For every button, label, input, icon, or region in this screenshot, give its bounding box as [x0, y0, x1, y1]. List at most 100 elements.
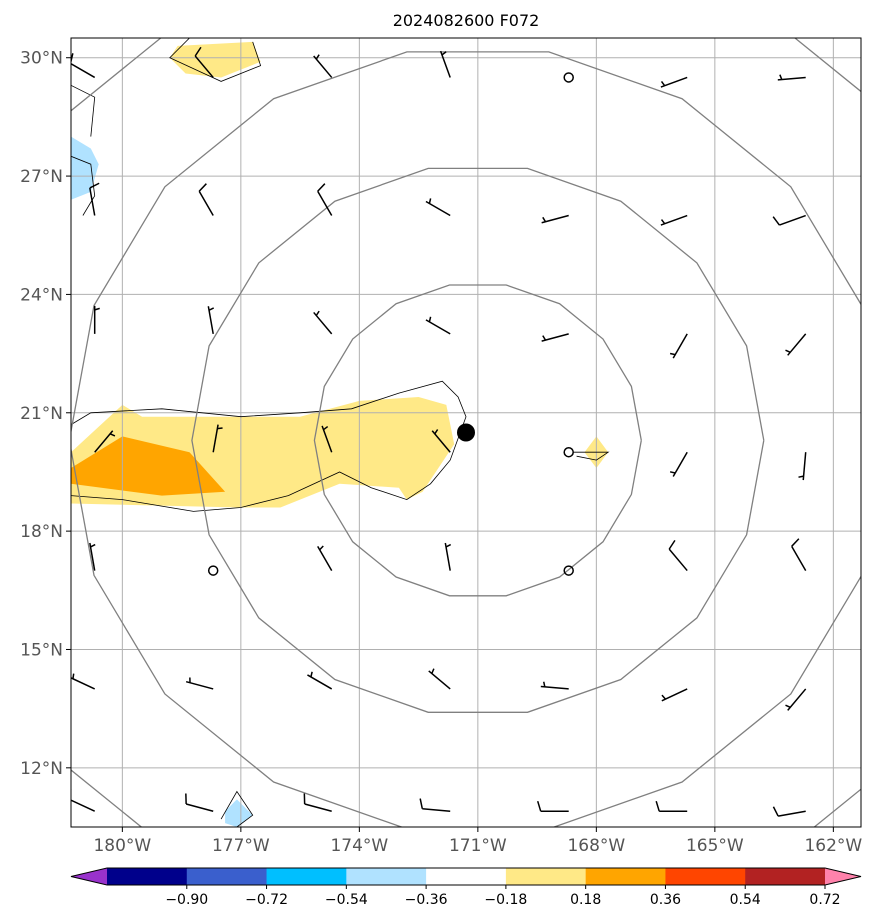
barb-staff: [94, 430, 114, 453]
barb-staff: [198, 190, 214, 216]
colorbar: −0.90 −0.72 −0.54 −0.36 −0.18 0.18 0.36 0.54 0.7…: [70, 867, 862, 908]
wind-barb: [185, 677, 214, 690]
barb-staff: [428, 670, 451, 690]
lat-tick-label: 30°N: [20, 49, 63, 69]
barb-staff: [89, 187, 96, 216]
colorbar-label: 0.54: [730, 892, 761, 908]
barb-half-feather: [669, 352, 676, 356]
barb-half-feather: [785, 704, 791, 708]
barb-staff: [425, 200, 451, 217]
barb-staff: [541, 333, 569, 342]
storm-center: [457, 423, 475, 442]
barb-staff: [672, 451, 688, 477]
barb-feather: [71, 53, 74, 64]
barb-half-feather: [779, 74, 783, 80]
wind-barb: [660, 76, 688, 88]
wind-barb: [198, 183, 214, 216]
wind-barb: [431, 429, 451, 453]
colorbar-segment: [745, 868, 826, 885]
contour-line: [71, 155, 96, 216]
barb-half-feather: [428, 316, 432, 323]
barb-staff: [321, 425, 333, 453]
barb-half-feather: [542, 681, 546, 687]
barb-feather: [198, 183, 207, 192]
wind-barb: [669, 451, 688, 477]
lon-tick-label: 168°W: [567, 836, 625, 856]
wind-barb: [207, 306, 215, 335]
colorbar-segment: [665, 868, 746, 885]
wind-barb: [669, 333, 688, 359]
wind-barb: [317, 183, 333, 216]
lat-tick-label: 27°N: [20, 167, 63, 187]
contour-line: [220, 790, 254, 827]
map-frame: [70, 37, 862, 828]
contour-line: [169, 38, 262, 82]
contour-line: [572, 451, 610, 461]
wind-barb: [94, 430, 116, 453]
barb-half-feather: [90, 543, 96, 548]
wind-barb: [313, 310, 333, 335]
wind-barb: [71, 789, 96, 812]
barb-staff: [71, 799, 96, 812]
barb-half-feather: [428, 198, 432, 204]
colorbar-label: 0.18: [570, 892, 601, 908]
wind-barb: [660, 214, 688, 226]
barb-staff: [787, 333, 807, 356]
barb-half-feather: [208, 307, 215, 311]
wind-barb: [536, 801, 569, 812]
lat-tick-label: 18°N: [20, 522, 63, 542]
shaded-region: [71, 136, 99, 200]
lon-tick-label: 180°W: [93, 836, 151, 856]
barb-staff: [425, 319, 451, 335]
barb-staff: [71, 677, 96, 690]
barb-half-feather: [217, 427, 223, 430]
colorbar-label: −0.54: [325, 892, 368, 908]
barb-staff: [439, 50, 451, 78]
barb-staff: [791, 545, 807, 571]
barb-half-feather: [669, 471, 676, 474]
colorbar-segment: [426, 868, 507, 885]
barb-feather: [655, 801, 660, 812]
wind-barb: [661, 688, 688, 702]
barb-half-feather: [434, 429, 439, 435]
barb-staff: [540, 685, 569, 690]
storm-center-dot: [457, 423, 475, 442]
wind-barb: [785, 688, 807, 711]
wind-barb: [772, 214, 806, 226]
barb-half-feather: [109, 433, 116, 437]
barb-staff: [777, 76, 806, 81]
wind-barb: [212, 424, 223, 453]
wind-barb: [71, 53, 96, 79]
wind-barb: [89, 542, 96, 571]
barb-half-feather: [431, 668, 435, 674]
lat-tick-label: 24°N: [20, 285, 63, 305]
colorbar-label: 0.36: [650, 892, 681, 908]
wind-barb: [185, 793, 214, 812]
barb-staff: [313, 55, 333, 78]
wind-barb: [425, 198, 451, 217]
barb-half-feather: [542, 335, 547, 341]
barb-staff: [422, 808, 451, 812]
wind-barb: [655, 801, 688, 812]
wind-barb: [425, 316, 451, 335]
wind-barb: [668, 539, 688, 572]
barb-half-feather: [310, 671, 313, 678]
lon-tick-label: 177°W: [212, 836, 270, 856]
colorbar-label: 0.72: [809, 892, 840, 908]
wind-barb: [313, 54, 333, 78]
wind-barb: [791, 538, 807, 571]
wind-barb: [307, 671, 333, 690]
wind-barb: [772, 806, 806, 817]
barb-half-feather: [785, 349, 791, 353]
wind-barb: [444, 542, 452, 571]
wind-barb: [541, 214, 569, 224]
barb-half-feather: [661, 694, 667, 700]
barb-staff: [317, 545, 333, 571]
shaded-region: [71, 436, 226, 496]
barb-half-feather: [445, 543, 452, 548]
calm-circle: [563, 72, 574, 83]
barb-staff: [194, 55, 214, 78]
contour-line: [71, 380, 467, 512]
barb-staff: [71, 62, 96, 79]
